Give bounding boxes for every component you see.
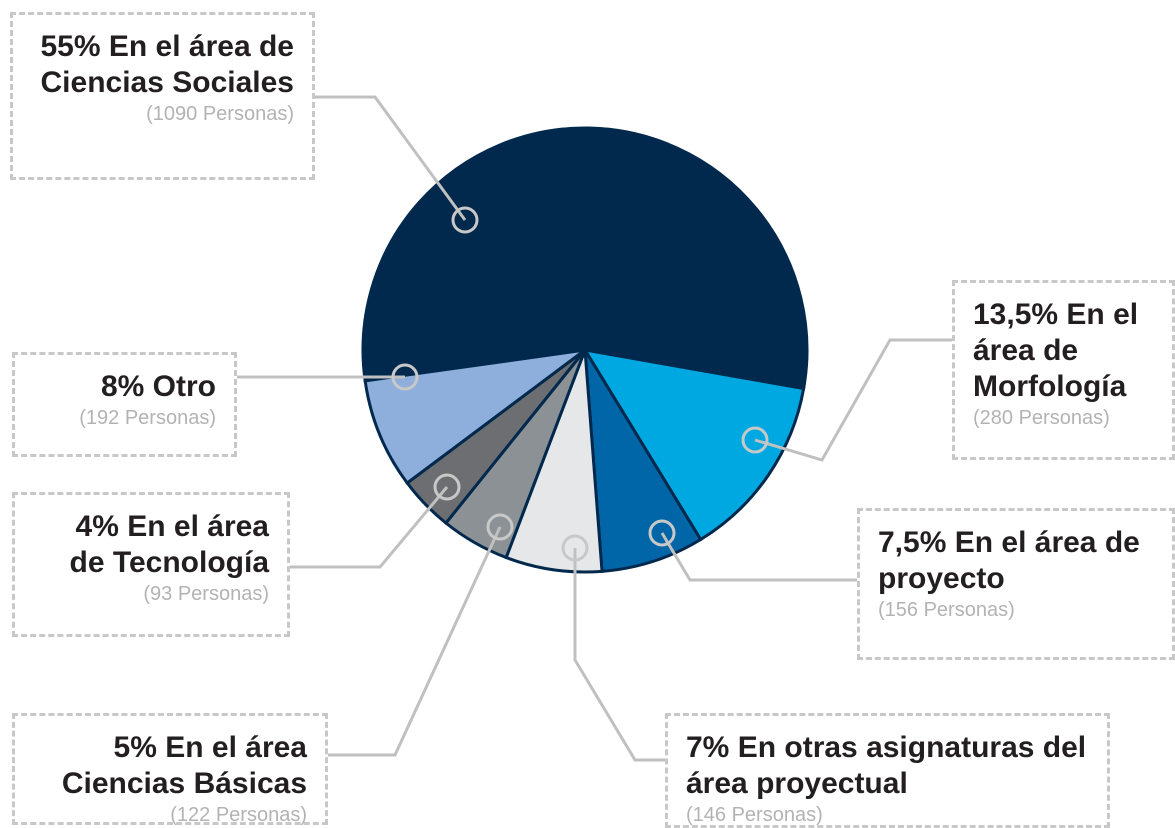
connector-dot (451, 206, 479, 234)
count-label: (122 Personas) (170, 804, 307, 826)
value-label: 5% (113, 731, 157, 764)
connector-line (754, 338, 952, 462)
callout-box: 13,5% En el área de Morfología (280 Perso… (952, 280, 1175, 460)
category-label: En el área de Morfología (973, 298, 1139, 403)
count-label: (1090 Personas) (146, 103, 294, 125)
category-label: En otras asignaturas del área proyectual (686, 731, 1087, 800)
value-label: 4% (75, 510, 119, 543)
category-label: En el área Ciencias Básicas (61, 731, 307, 800)
category-label: En el área de proyecto (878, 526, 1140, 595)
callout-box: 7,5% En el área de proyecto (156 Personas… (857, 508, 1175, 660)
connector-line (328, 526, 502, 757)
value-label: 13,5% (973, 298, 1059, 331)
count-label: (93 Personas) (143, 583, 269, 605)
connector-line (573, 548, 665, 762)
value-label: 7,5% (878, 526, 947, 559)
connector-line (290, 486, 449, 569)
category-label: Otro (152, 370, 216, 403)
callout-box: 4% En el área de Tecnología (93 Personas) (12, 492, 290, 637)
pie-slice (583, 349, 703, 573)
callout-box: 55% En el área de Ciencias Sociales (1090… (10, 12, 315, 180)
value-label: 55% (40, 30, 101, 63)
count-label: (146 Personas) (686, 804, 823, 826)
callout-box: 5% En el área Ciencias Básicas (122 Perso… (12, 713, 328, 826)
value-label: 7% (686, 731, 730, 764)
connector-line (315, 95, 467, 221)
callout-box: 8% Otro (192 Personas) (12, 352, 237, 457)
category-label: En el área de Ciencias Sociales (40, 30, 294, 99)
count-label: (280 Personas) (973, 407, 1110, 429)
callout-box: 7% En otras asignaturas del área proyect… (665, 713, 1110, 828)
count-label: (192 Personas) (79, 407, 216, 429)
count-label: (156 Personas) (878, 599, 1015, 621)
connector-dot (648, 519, 676, 547)
connector-dot (561, 534, 589, 562)
connector-line (660, 532, 857, 582)
connector-dot (486, 513, 514, 541)
pie-slice (361, 126, 809, 391)
pie-slice (581, 347, 806, 542)
pie-slice (363, 348, 586, 486)
value-label: 8% (100, 370, 145, 403)
connector-dot (741, 426, 769, 454)
category-label: En el área de Tecnología (69, 510, 269, 579)
connector-dot (391, 363, 419, 391)
connector-dot (433, 473, 461, 501)
